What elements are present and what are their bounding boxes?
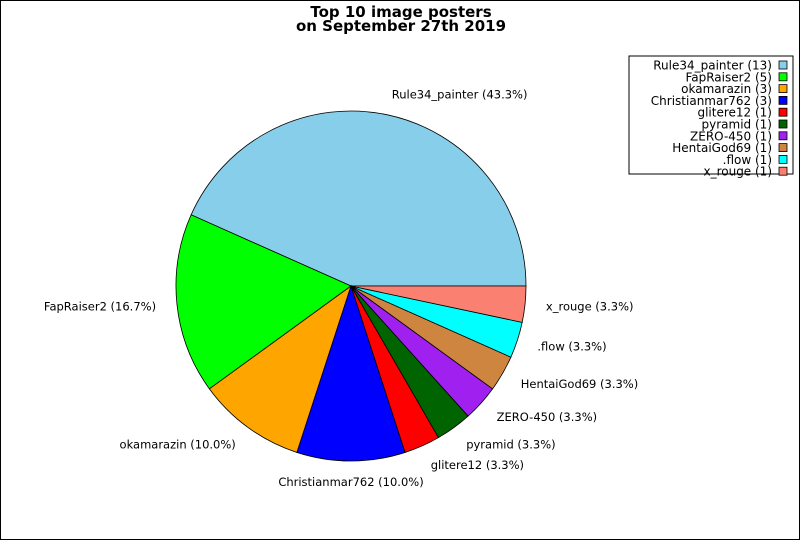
slice-label: Christianmar762 (10.0%) (278, 475, 423, 489)
legend-swatch (778, 143, 788, 153)
slice-label: ZERO-450 (3.3%) (497, 410, 597, 424)
pie-slice-christianmar762 (296, 284, 406, 462)
pie-slice-okamarazin (208, 284, 352, 453)
slice-label: FapRaiser2 (16.7%) (44, 299, 156, 313)
legend-entry: .flow (1) (723, 153, 772, 167)
legend-box (628, 55, 794, 175)
slice-label: Rule34_painter (43.3%) (392, 87, 528, 101)
pie-slice-x-rouge (350, 285, 527, 323)
legend-swatch (778, 119, 788, 129)
legend-entry: Christianmar762 (3) (651, 94, 772, 108)
slice-label: glitere12 (3.3%) (431, 458, 524, 472)
slice-label: pyramid (3.3%) (466, 438, 555, 452)
slice-label: okamarazin (10.0%) (120, 438, 236, 452)
legend-swatch (778, 154, 788, 164)
legend-swatch (778, 96, 788, 105)
legend-entry: FapRaiser2 (5) (685, 70, 772, 84)
chart-title-line-1: Top 10 image posters (310, 3, 491, 21)
legend-swatch (778, 131, 788, 141)
legend-swatch (778, 107, 788, 117)
slice-label: HentaiGod69 (3.3%) (521, 377, 639, 391)
pie-slice-rule34-painter (190, 110, 527, 287)
legend-entry: okamarazin (3) (681, 82, 772, 96)
legend-swatch (778, 72, 788, 82)
legend-swatch (778, 84, 788, 93)
legend: Rule34_painter (13)FapRaiser2 (5)okamara… (628, 55, 794, 179)
chart-title-line-2: on September 27th 2019 (296, 17, 506, 35)
legend-entry: x_rouge (1) (703, 165, 772, 179)
legend-swatch (778, 166, 788, 176)
slice-label: x_rouge (3.3%) (546, 299, 634, 313)
legend-swatch (778, 60, 788, 70)
legend-entry: pyramid (1) (702, 118, 772, 132)
legend-entry: Rule34_painter (13) (653, 59, 772, 73)
slice-label: .flow (3.3%) (537, 340, 606, 354)
legend-entry: HentaiGod69 (1) (672, 141, 772, 155)
legend-entry: glitere12 (1) (697, 106, 772, 120)
legend-entry: ZERO-450 (1) (690, 129, 772, 143)
pie-slice-fapraiser2 (175, 214, 352, 390)
